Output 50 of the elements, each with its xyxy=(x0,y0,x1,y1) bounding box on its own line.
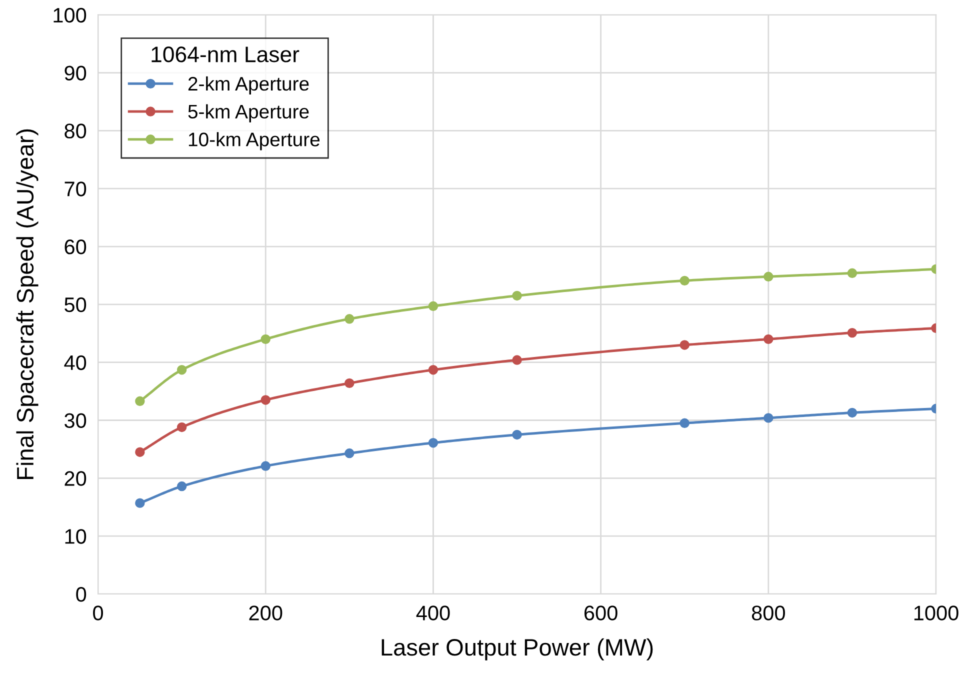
point xyxy=(260,334,270,344)
point xyxy=(135,396,145,406)
x-tick-label: 400 xyxy=(416,606,450,620)
point xyxy=(680,276,690,286)
y-tick-label: 20 xyxy=(64,471,86,486)
legend-label: 2-km Aperture xyxy=(188,76,309,95)
point xyxy=(847,408,858,418)
point xyxy=(428,301,438,312)
x-axis-title: Laser Output Power (MW) xyxy=(382,638,653,660)
x-tick-label: 1000 xyxy=(914,606,958,620)
point xyxy=(764,413,774,423)
point xyxy=(176,365,187,375)
point xyxy=(260,461,270,471)
point xyxy=(344,448,354,458)
y-tick-label: 40 xyxy=(64,355,86,370)
x-tick-label: 0 xyxy=(93,606,103,620)
x-tick-label: 600 xyxy=(584,606,618,620)
point xyxy=(260,395,270,405)
point xyxy=(135,498,145,508)
point xyxy=(428,365,438,375)
y-tick-label: 70 xyxy=(64,182,86,196)
y-tick-label: 100 xyxy=(54,8,86,23)
y-tick-label: 30 xyxy=(64,413,86,428)
point xyxy=(764,272,774,282)
point xyxy=(764,334,774,344)
point xyxy=(512,355,522,365)
y-tick-label: 80 xyxy=(64,124,86,138)
point xyxy=(344,314,354,324)
legend-label: 10-km Aperture xyxy=(188,132,320,150)
legend-title: 1064-nm Laser xyxy=(152,46,300,62)
y-tick-label: 60 xyxy=(64,240,86,254)
y-tick-label: 0 xyxy=(76,587,86,602)
point xyxy=(512,290,522,301)
point xyxy=(847,268,858,278)
y-tick-label: 50 xyxy=(64,297,86,312)
point xyxy=(176,422,187,432)
y-axis-title: Final Spacecraft Speed (AU/year) xyxy=(16,129,38,479)
point xyxy=(428,438,438,448)
point xyxy=(847,328,858,338)
point xyxy=(512,430,522,440)
point xyxy=(680,418,690,428)
point xyxy=(680,340,690,350)
point xyxy=(344,378,354,388)
y-tick-label: 90 xyxy=(64,66,86,81)
legend-label: 5-km Aperture xyxy=(188,104,309,122)
point xyxy=(176,481,187,492)
point xyxy=(135,447,145,457)
y-tick-label: 10 xyxy=(65,529,86,544)
x-tick-label: 800 xyxy=(752,606,785,620)
x-tick-label: 200 xyxy=(249,606,282,620)
